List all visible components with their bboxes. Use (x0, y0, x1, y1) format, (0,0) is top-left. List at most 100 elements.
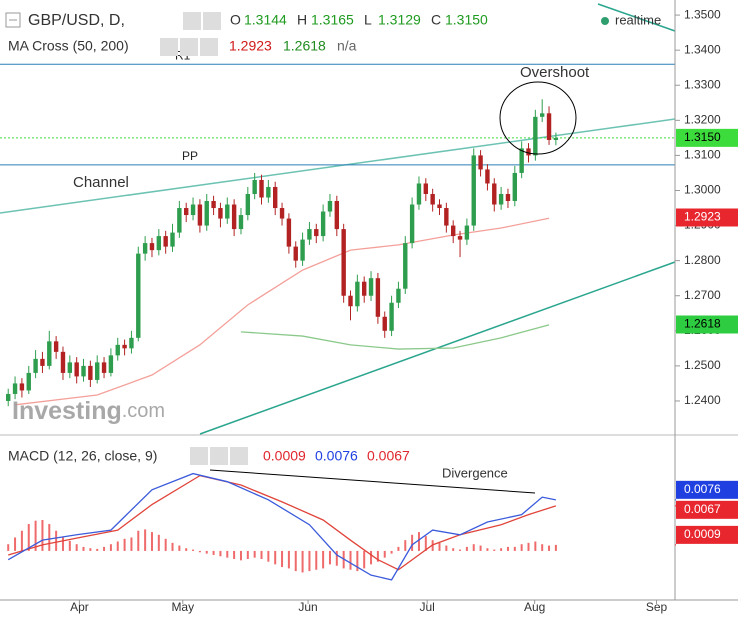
icon-close[interactable] (200, 38, 218, 56)
histogram-bar (192, 549, 195, 551)
candle-body (156, 236, 162, 251)
candle-body (519, 148, 524, 173)
candle-body (26, 372, 31, 391)
divergence-line (209, 469, 536, 494)
candle-body (539, 113, 545, 117)
ma-slow-value: 1.2618 (283, 38, 326, 54)
histogram-bar (68, 540, 71, 551)
candle-body (67, 362, 73, 373)
candle-body (74, 362, 79, 377)
ohlc-key: C (431, 12, 441, 28)
histogram-bar (157, 534, 160, 551)
histogram-bar (404, 540, 407, 551)
histogram-bar (103, 546, 106, 551)
candle-body (526, 148, 531, 156)
candle-body (444, 208, 449, 226)
histogram-bar (178, 545, 181, 551)
x-tick-label: Jun (298, 600, 317, 614)
symbol: GBP/USD, D, (28, 12, 125, 29)
macd-signal-value: 0.0067 (367, 448, 410, 464)
candle-body (259, 179, 264, 198)
candle-body (122, 344, 127, 349)
candle-body (553, 137, 559, 140)
histogram-bar (506, 546, 509, 551)
ohlc-value: 1.3165 (311, 12, 354, 28)
histogram-bar (363, 550, 366, 569)
histogram-bar (253, 550, 256, 558)
macd-hist-value: 0.0009 (263, 448, 306, 464)
histogram-bar (301, 550, 304, 573)
candle-body (40, 358, 45, 366)
price-label: 1.3150 (684, 130, 721, 144)
histogram-bar (322, 550, 325, 569)
price-label-box (676, 128, 738, 147)
y-tick-label: 1.3300 (684, 77, 721, 91)
ohlc-value: 1.3144 (244, 12, 287, 28)
histogram-bar (82, 546, 85, 551)
candle-body (266, 186, 271, 198)
histogram-bar (328, 550, 331, 565)
candle-body (375, 278, 381, 317)
ohlc-legend: O 1.3144 H 1.3165 L 1.3129 C 1.3150 (230, 12, 488, 28)
watermark-brand: Investing.com (12, 397, 165, 425)
histogram-bar (14, 537, 17, 551)
icon-eye[interactable] (190, 447, 208, 465)
icon-eye[interactable] (183, 12, 201, 30)
candle-body (6, 393, 11, 401)
candle-body (464, 225, 470, 240)
histogram-bar (130, 537, 133, 551)
y-tick-label: 1.2500 (684, 358, 721, 372)
histogram-bar (335, 550, 338, 566)
candle-body (136, 253, 141, 338)
icon-settings[interactable] (210, 447, 228, 465)
candle-body (307, 229, 312, 240)
histogram-bar (493, 549, 496, 551)
icon-settings[interactable] (180, 38, 198, 56)
histogram-bar (185, 548, 188, 551)
candle-body (300, 239, 305, 261)
icon-eye[interactable] (160, 38, 178, 56)
signal-line (8, 474, 557, 571)
value-label: 0.0009 (684, 527, 721, 541)
overshoot-circle (499, 81, 577, 155)
histogram-bar (123, 538, 126, 551)
candle-body (423, 183, 429, 194)
icon-settings[interactable] (203, 12, 221, 30)
histogram-bar (548, 545, 551, 551)
y-tick-label: 1.2700 (684, 288, 721, 302)
histogram-bar (527, 542, 530, 551)
histogram-bar (233, 550, 236, 559)
macd-line (7, 472, 557, 581)
ma_slow-line (240, 324, 550, 350)
status: realtime (615, 12, 661, 27)
histogram-bar (486, 548, 489, 551)
y-tick-label: 1.3200 (684, 112, 721, 126)
histogram-bar (520, 544, 523, 551)
collapse-icon[interactable] (5, 12, 21, 28)
histogram-bar (274, 550, 277, 565)
candle-body (314, 229, 319, 237)
candle-body (320, 211, 326, 237)
ohlc-value: 1.3150 (445, 12, 488, 28)
histogram-bar (198, 550, 201, 553)
value-label: 0.0067 (684, 502, 721, 516)
candle-body (163, 236, 168, 247)
histogram-bar (109, 544, 112, 551)
histogram-bar (61, 537, 64, 551)
histogram-bar (534, 541, 537, 551)
value-label-box (676, 480, 738, 499)
x-tick-label: Sep (646, 600, 668, 614)
channel-third (597, 3, 676, 32)
icon-close[interactable] (230, 447, 248, 465)
x-tick-label: May (171, 600, 194, 614)
candle-body (19, 383, 25, 391)
candle-body (327, 201, 333, 212)
histogram-bar (219, 550, 222, 557)
candle-body (457, 236, 463, 240)
candle-body (478, 155, 483, 170)
histogram-bar (205, 550, 208, 554)
histogram-bar (541, 544, 544, 551)
histogram-bar (397, 546, 400, 551)
candle-body (355, 281, 360, 307)
